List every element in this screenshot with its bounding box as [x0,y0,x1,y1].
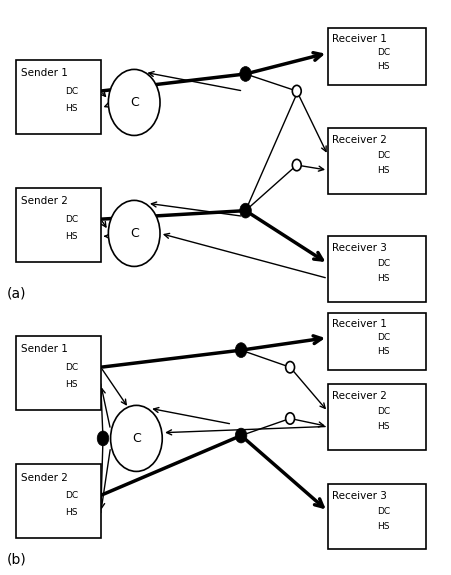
Text: DC: DC [65,214,78,224]
Text: DC: DC [377,48,390,58]
Text: Receiver 3: Receiver 3 [332,243,387,253]
Circle shape [235,428,247,443]
Bar [328,313,426,370]
Bar [328,484,426,550]
Text: Sender 2: Sender 2 [21,473,68,482]
Text: HS: HS [377,62,390,71]
Text: HS: HS [377,522,390,531]
Bar [16,60,101,134]
Text: HS: HS [377,166,390,175]
Text: DC: DC [377,333,390,342]
Circle shape [235,343,247,358]
Bar [328,28,426,85]
Text: HS: HS [377,274,390,283]
Circle shape [240,203,251,218]
Text: DC: DC [377,407,390,416]
Circle shape [285,362,295,373]
Text: DC: DC [377,259,390,268]
Circle shape [292,159,301,171]
Text: HS: HS [377,347,390,356]
Text: Sender 1: Sender 1 [21,68,68,78]
Text: HS: HS [65,508,78,517]
Bar [16,188,101,262]
Text: C: C [132,432,141,445]
Circle shape [110,405,162,472]
Text: Sender 1: Sender 1 [21,344,68,354]
Bar [328,384,426,450]
Text: (b): (b) [7,553,27,566]
Bar [328,128,426,194]
Text: C: C [130,96,138,109]
Text: Receiver 1: Receiver 1 [332,34,387,44]
Text: (a): (a) [7,286,27,300]
Text: HS: HS [377,422,390,431]
Bar [328,236,426,302]
Text: Receiver 2: Receiver 2 [332,135,387,145]
Bar [16,336,101,410]
Circle shape [97,431,109,446]
Text: HS: HS [65,104,78,113]
Text: Receiver 3: Receiver 3 [332,491,387,501]
Text: DC: DC [377,151,390,160]
Text: DC: DC [65,363,78,371]
Text: DC: DC [377,507,390,516]
Text: Sender 2: Sender 2 [21,197,68,206]
Bar [16,464,101,538]
Circle shape [285,413,295,424]
Text: C: C [130,227,138,240]
Text: Receiver 2: Receiver 2 [332,391,387,401]
Text: Receiver 1: Receiver 1 [332,319,387,329]
Circle shape [108,200,160,266]
Circle shape [292,85,301,97]
Text: DC: DC [65,87,78,95]
Text: HS: HS [65,380,78,389]
Circle shape [108,70,160,136]
Text: HS: HS [65,232,78,241]
Text: DC: DC [65,491,78,500]
Circle shape [240,67,251,81]
